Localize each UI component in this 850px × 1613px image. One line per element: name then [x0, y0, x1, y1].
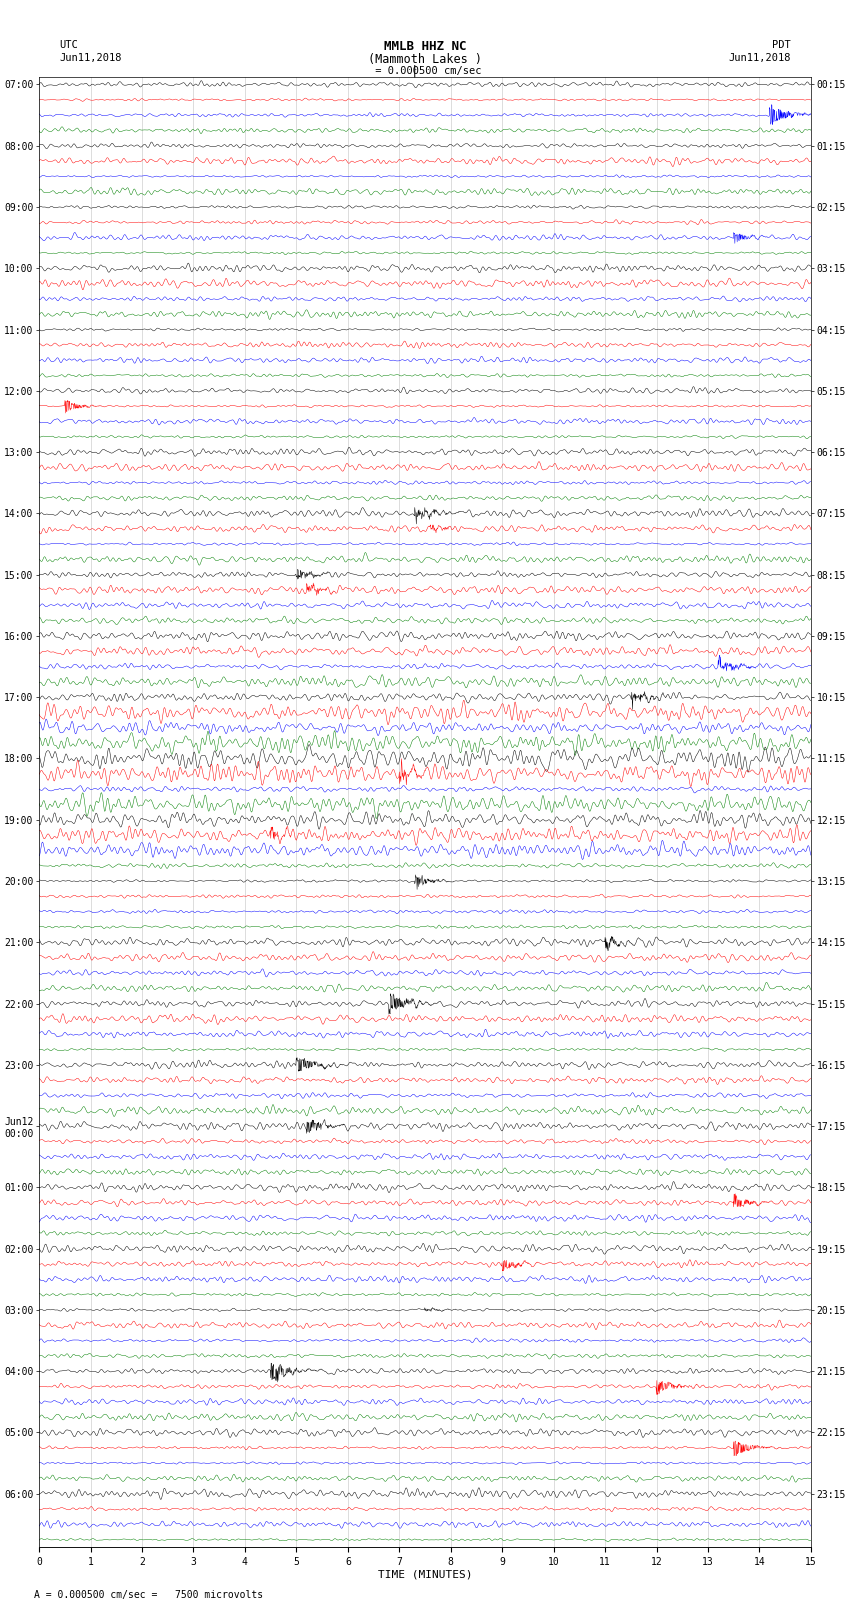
X-axis label: TIME (MINUTES): TIME (MINUTES): [377, 1569, 473, 1579]
Text: A = 0.000500 cm/sec =   7500 microvolts: A = 0.000500 cm/sec = 7500 microvolts: [34, 1590, 264, 1600]
Text: UTC: UTC: [60, 40, 78, 50]
Text: = 0.000500 cm/sec: = 0.000500 cm/sec: [369, 66, 481, 76]
Text: MMLB HHZ NC: MMLB HHZ NC: [383, 40, 467, 53]
Text: Jun11,2018: Jun11,2018: [60, 53, 122, 63]
Text: Jun11,2018: Jun11,2018: [728, 53, 791, 63]
Text: PDT: PDT: [772, 40, 791, 50]
Text: (Mammoth Lakes ): (Mammoth Lakes ): [368, 53, 482, 66]
Text: |: |: [411, 65, 418, 77]
